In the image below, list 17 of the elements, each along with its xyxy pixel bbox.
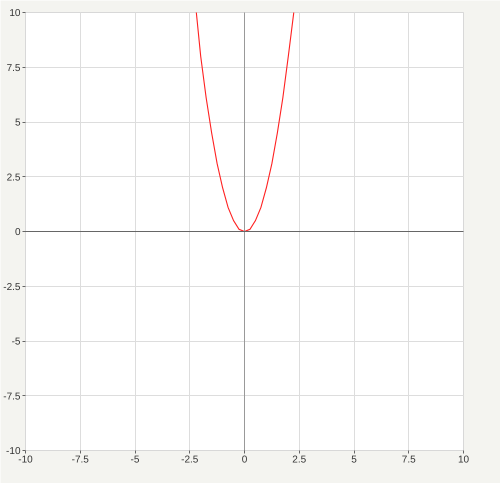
x-tick-label: -7.5 [72, 454, 90, 466]
y-tick-label: 5 [14, 118, 21, 128]
x-tick-label: -2.5 [181, 454, 199, 466]
x-tick-label: 2.5 [292, 454, 307, 466]
y-tick-label: -7.5 [3, 391, 21, 402]
x-tick-label: 0 [242, 454, 248, 466]
y-tick-label: 0 [14, 227, 21, 238]
y-tick-label: 10 [9, 8, 21, 19]
y-tick-label: 7.5 [6, 62, 21, 74]
x-tick-label: 7.5 [402, 454, 416, 466]
y-tick-label: 2.5 [6, 172, 21, 184]
x-tick-label: 5 [351, 454, 358, 466]
y-tick-label: -2.5 [3, 282, 21, 293]
x-tick-label: 10 [458, 454, 470, 466]
x-tick-label: -5 [130, 454, 140, 466]
y-tick-label: -5 [12, 336, 21, 348]
y-tick-label: -10 [6, 446, 21, 457]
